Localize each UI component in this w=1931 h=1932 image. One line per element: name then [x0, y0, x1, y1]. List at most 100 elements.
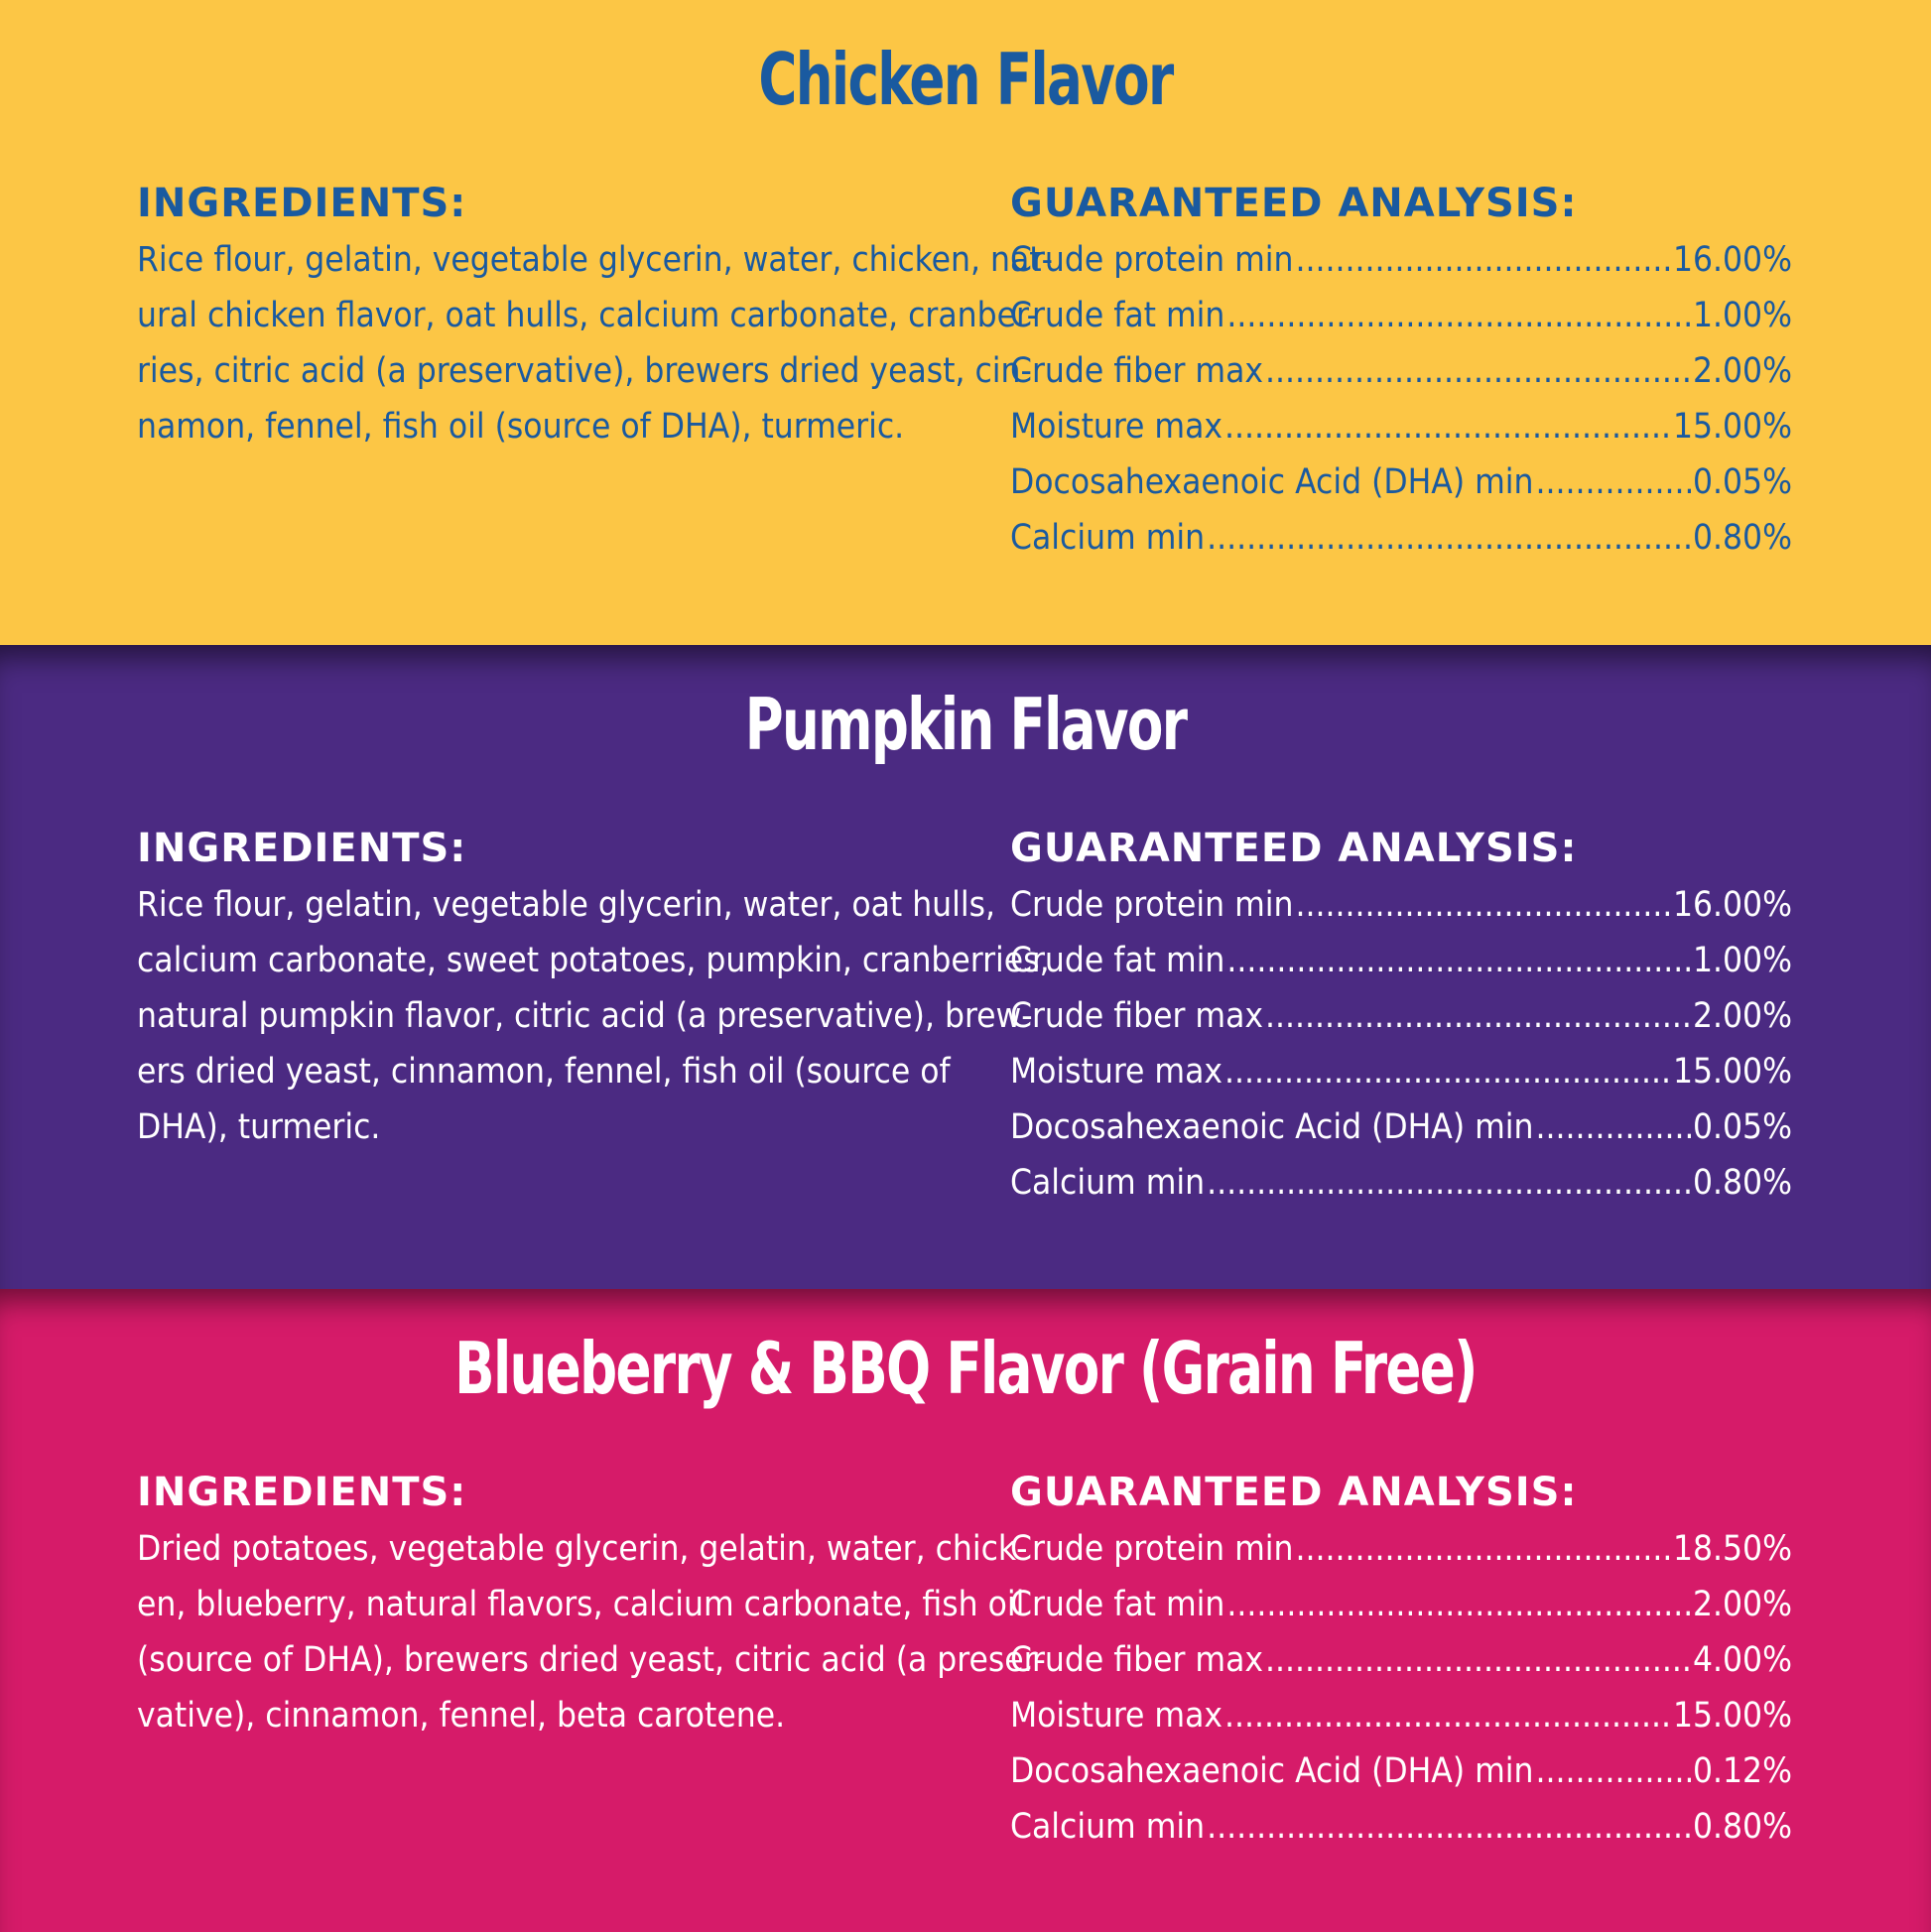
flavor-title: Pumpkin Flavor	[744, 683, 1188, 766]
analysis-row: Crude protein min 16.00%	[1010, 877, 1792, 933]
ingredients-line: DHA), turmeric.	[137, 1107, 381, 1147]
dot-leader	[1226, 1577, 1691, 1632]
analysis-value: 0.05%	[1692, 462, 1792, 502]
analysis-value: 0.05%	[1692, 1107, 1792, 1147]
analysis-label: Docosahexaenoic Acid (DHA) min	[1010, 462, 1534, 502]
analysis-value: 15.00%	[1672, 407, 1792, 447]
analysis-heading: GUARANTEED ANALYSIS:	[1010, 826, 1578, 871]
analysis-column: GUARANTEED ANALYSIS: Crude protein min 16.…	[1010, 820, 1792, 1211]
analysis-label: Docosahexaenoic Acid (DHA) min	[1010, 1751, 1534, 1791]
ingredients-column: INGREDIENTS: Dried potatoes, vegetable gl…	[137, 1464, 1046, 1743]
analysis-heading: GUARANTEED ANALYSIS:	[1010, 1470, 1578, 1515]
flavor-panel: Blueberry & BBQ Flavor (Grain Free) INGRE…	[0, 1289, 1931, 1932]
analysis-column: GUARANTEED ANALYSIS: Crude protein min 18.…	[1010, 1464, 1792, 1855]
analysis-label: Calcium min	[1010, 1163, 1206, 1203]
dot-leader	[1224, 1044, 1671, 1099]
dot-leader	[1226, 933, 1691, 988]
ingredients-heading: INGREDIENTS:	[137, 1470, 467, 1515]
flavor-title: Chicken Flavor	[758, 38, 1174, 121]
analysis-column: GUARANTEED ANALYSIS: Crude protein min 16.…	[1010, 175, 1792, 566]
ingredients-line: Dried potatoes, vegetable glycerin, gela…	[137, 1529, 1028, 1569]
analysis-label: Docosahexaenoic Acid (DHA) min	[1010, 1107, 1534, 1147]
ingredients-line: ers dried yeast, cinnamon, fennel, fish …	[137, 1052, 951, 1092]
analysis-value: 4.00%	[1692, 1640, 1792, 1680]
dot-leader	[1224, 399, 1671, 454]
analysis-label: Crude fat min	[1010, 1585, 1225, 1624]
analysis-value: 2.00%	[1692, 996, 1792, 1036]
ingredients-line: natural pumpkin flavor, citric acid (a p…	[137, 996, 1033, 1036]
ingredients-heading: INGREDIENTS:	[137, 826, 467, 871]
analysis-row: Docosahexaenoic Acid (DHA) min 0.05%	[1010, 1099, 1792, 1155]
dot-leader	[1207, 510, 1691, 566]
analysis-row: Crude fat min 2.00%	[1010, 1577, 1792, 1632]
analysis-row: Crude fiber max 2.00%	[1010, 343, 1792, 399]
analysis-value: 1.00%	[1692, 296, 1792, 335]
dot-leader	[1296, 1521, 1671, 1577]
analysis-row: Docosahexaenoic Acid (DHA) min 0.05%	[1010, 454, 1792, 510]
analysis-label: Moisture max	[1010, 1052, 1223, 1092]
analysis-row: Moisture max 15.00%	[1010, 399, 1792, 454]
analysis-label: Crude fiber max	[1010, 351, 1264, 391]
analysis-value: 2.00%	[1692, 1585, 1792, 1624]
analysis-value: 16.00%	[1672, 240, 1792, 280]
dot-leader	[1536, 1099, 1691, 1155]
dot-leader	[1226, 288, 1691, 343]
analysis-label: Calcium min	[1010, 518, 1206, 558]
analysis-row: Crude fat min 1.00%	[1010, 288, 1792, 343]
analysis-row: Calcium min 0.80%	[1010, 1155, 1792, 1211]
dot-leader	[1207, 1155, 1691, 1211]
analysis-row: Moisture max 15.00%	[1010, 1688, 1792, 1743]
analysis-value: 1.00%	[1692, 941, 1792, 980]
ingredients-line: ural chicken flavor, oat hulls, calcium …	[137, 296, 1039, 335]
dot-leader	[1296, 877, 1671, 933]
analysis-label: Crude protein min	[1010, 1529, 1294, 1569]
analysis-row: Crude fiber max 4.00%	[1010, 1632, 1792, 1688]
dot-leader	[1536, 1743, 1691, 1799]
analysis-row: Crude protein min 16.00%	[1010, 232, 1792, 288]
ingredients-line: ries, citric acid (a preservative), brew…	[137, 351, 1032, 391]
ingredients-line: Rice flour, gelatin, vegetable glycerin,…	[137, 240, 1053, 280]
ingredients-line: en, blueberry, natural flavors, calcium …	[137, 1585, 1025, 1624]
analysis-value: 0.80%	[1692, 1163, 1792, 1203]
analysis-row: Docosahexaenoic Acid (DHA) min 0.12%	[1010, 1743, 1792, 1799]
dot-leader	[1536, 454, 1691, 510]
analysis-row: Moisture max 15.00%	[1010, 1044, 1792, 1099]
ingredients-line: Rice flour, gelatin, vegetable glycerin,…	[137, 885, 996, 925]
analysis-value: 18.50%	[1672, 1529, 1792, 1569]
analysis-label: Crude fat min	[1010, 941, 1225, 980]
ingredients-heading: INGREDIENTS:	[137, 181, 467, 226]
analysis-row: Calcium min 0.80%	[1010, 510, 1792, 566]
ingredients-column: INGREDIENTS: Rice flour, gelatin, vegetab…	[137, 820, 1050, 1155]
analysis-label: Crude fat min	[1010, 296, 1225, 335]
ingredients-line: (source of DHA), brewers dried yeast, ci…	[137, 1640, 1046, 1680]
analysis-value: 0.80%	[1692, 518, 1792, 558]
ingredients-line: namon, fennel, fish oil (source of DHA),…	[137, 407, 905, 447]
analysis-label: Crude fiber max	[1010, 1640, 1264, 1680]
flavor-panel: Chicken Flavor INGREDIENTS: Rice flour, ge…	[0, 0, 1931, 645]
ingredients-line: vative), cinnamon, fennel, beta carotene…	[137, 1696, 786, 1736]
analysis-value: 15.00%	[1672, 1052, 1792, 1092]
analysis-row: Crude fat min 1.00%	[1010, 933, 1792, 988]
dot-leader	[1265, 988, 1691, 1044]
dot-leader	[1207, 1799, 1691, 1855]
analysis-value: 2.00%	[1692, 351, 1792, 391]
ingredients-line: calcium carbonate, sweet potatoes, pumpk…	[137, 941, 1050, 980]
dot-leader	[1265, 343, 1691, 399]
analysis-label: Calcium min	[1010, 1807, 1206, 1847]
flavor-panel: Pumpkin Flavor INGREDIENTS: Rice flour, ge…	[0, 645, 1931, 1289]
analysis-label: Moisture max	[1010, 1696, 1223, 1736]
analysis-row: Crude protein min 18.50%	[1010, 1521, 1792, 1577]
flavor-title: Blueberry & BBQ Flavor (Grain Free)	[454, 1327, 1478, 1410]
dot-leader	[1265, 1632, 1691, 1688]
analysis-value: 16.00%	[1672, 885, 1792, 925]
analysis-label: Crude protein min	[1010, 885, 1294, 925]
analysis-row: Crude fiber max 2.00%	[1010, 988, 1792, 1044]
analysis-value: 15.00%	[1672, 1696, 1792, 1736]
analysis-label: Crude fiber max	[1010, 996, 1264, 1036]
dot-leader	[1296, 232, 1671, 288]
analysis-label: Moisture max	[1010, 407, 1223, 447]
analysis-label: Crude protein min	[1010, 240, 1294, 280]
analysis-value: 0.12%	[1692, 1751, 1792, 1791]
analysis-heading: GUARANTEED ANALYSIS:	[1010, 181, 1578, 226]
